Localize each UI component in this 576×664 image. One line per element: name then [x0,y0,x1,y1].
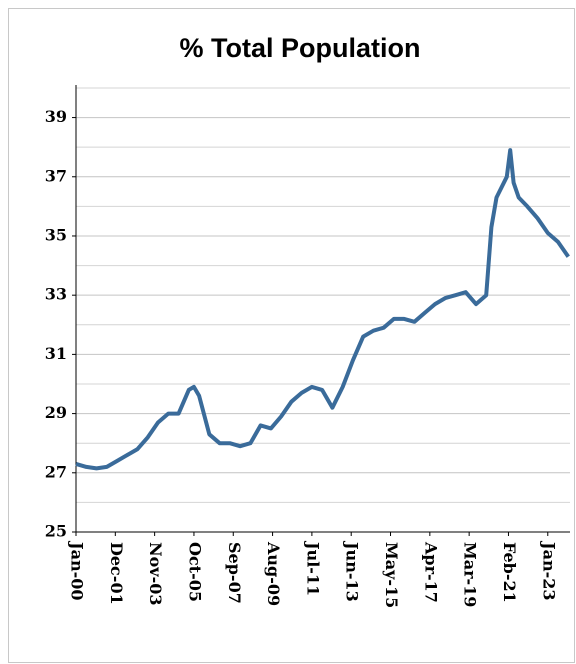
data-line [75,148,570,471]
frame [8,8,575,663]
x-tick-label: Jan-00 [68,540,87,600]
x-tick-label: Jan-23 [539,540,558,600]
x-tick-label: Nov-03 [146,542,165,606]
y-tick-label: 37 [45,166,67,185]
y-tick-label: 25 [45,522,67,541]
x-tick-label: Aug-09 [264,541,283,606]
y-tick-label: 29 [45,403,67,422]
chart-title: % Total Population [180,33,421,63]
x-tick-label: Dec-01 [107,542,126,605]
x-tick-label: Mar-19 [461,542,480,607]
x-tick-label: Jul-11 [303,540,322,596]
x-tick-label: Oct-05 [185,542,204,602]
y-tick-label: 31 [45,344,67,363]
x-tick-label: May-15 [382,542,401,608]
y-tick-label: 33 [45,285,67,304]
y-tick-label: 39 [45,107,67,126]
y-tick-label: 35 [45,225,67,244]
x-tick-label: Jun-13 [343,540,362,602]
y-tick-label: 27 [45,462,67,481]
x-tick-label: Feb-21 [500,542,519,603]
x-tick-label: Apr-17 [421,541,440,603]
x-tick-label: Sep-07 [225,542,244,604]
